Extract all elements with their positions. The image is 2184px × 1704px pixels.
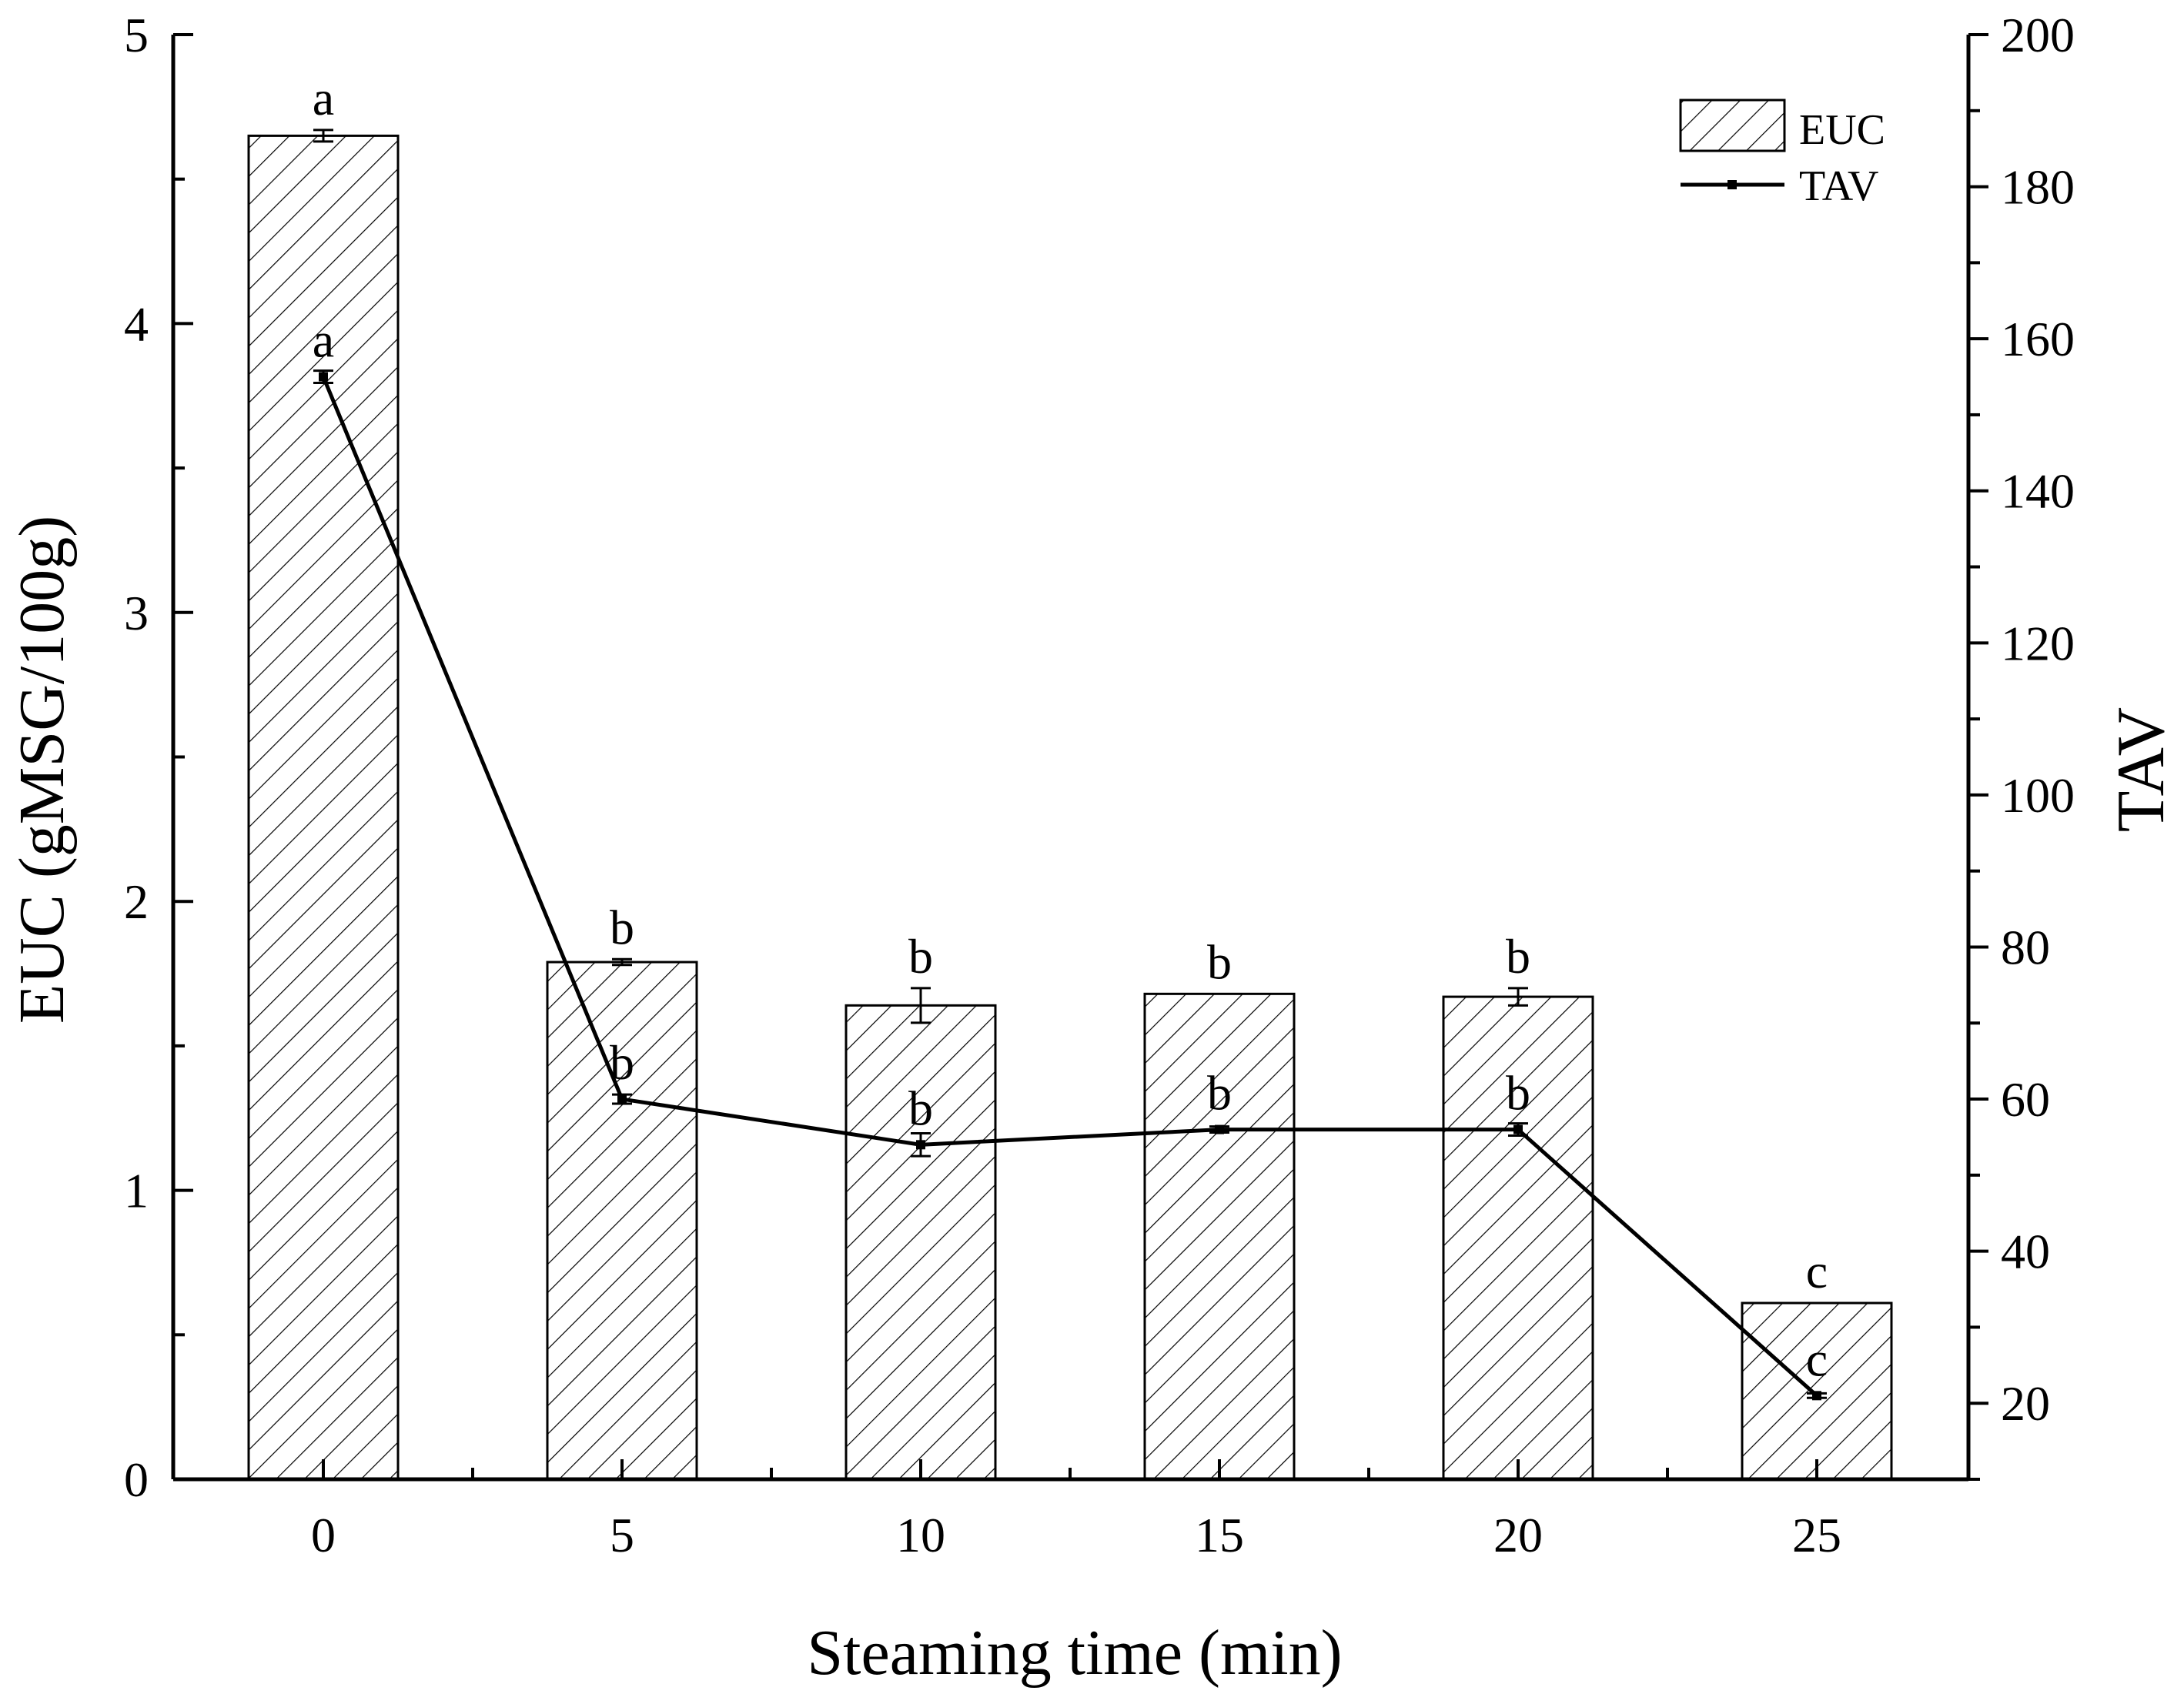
y-tick-label-right: 60 — [2001, 1072, 2050, 1127]
letter-euc-0: a — [313, 71, 334, 125]
x-tick-label: 5 — [610, 1508, 634, 1562]
y-tick-label-left: 3 — [124, 586, 149, 640]
y-axis-title-right: TAV — [2104, 707, 2179, 832]
point-tav-25 — [1812, 1391, 1821, 1401]
y-axis-title-left: EUC (gMSG/100g) — [6, 516, 78, 1024]
y-tick-label-right: 180 — [2001, 160, 2075, 215]
y-tick-label-right: 80 — [2001, 920, 2050, 974]
legend-swatch-euc — [1679, 99, 1786, 152]
y-tick-label-left: 1 — [124, 1164, 149, 1218]
letter-euc-15: b — [1207, 934, 1232, 989]
y-tick-label-right: 20 — [2001, 1376, 2050, 1431]
legend-label-tav: TAV — [1799, 162, 1878, 210]
x-tick-label: 15 — [1195, 1508, 1244, 1562]
line-tav — [321, 376, 1818, 1398]
letter-tav-5: b — [610, 1035, 634, 1090]
letter-tav-15: b — [1207, 1066, 1232, 1121]
y-tick-label-left: 0 — [124, 1452, 149, 1507]
letter-tav-20: b — [1506, 1066, 1530, 1121]
y-tick-label-right: 100 — [2001, 768, 2075, 823]
y-tick-label-right: 40 — [2001, 1225, 2050, 1279]
x-tick-label: 0 — [311, 1508, 336, 1562]
point-tav-20 — [1513, 1124, 1523, 1134]
bar-euc-10 — [845, 1004, 997, 1481]
point-tav-5 — [617, 1094, 627, 1104]
y-tick-label-right: 120 — [2001, 616, 2075, 670]
x-tick-label: 10 — [896, 1508, 945, 1562]
y-tick-label-right: 140 — [2001, 464, 2075, 519]
letter-euc-20: b — [1506, 929, 1530, 984]
letter-tav-10: b — [908, 1081, 933, 1135]
y-tick-label-right: 160 — [2001, 312, 2075, 366]
letter-tav-0: a — [313, 313, 334, 368]
y-tick-label-right: 200 — [2001, 8, 2075, 62]
legend-label-euc: EUC — [1799, 106, 1885, 154]
point-tav-10 — [916, 1140, 925, 1150]
point-tav-15 — [1215, 1124, 1224, 1134]
x-tick-label: 25 — [1792, 1508, 1841, 1562]
x-axis-title: Steaming time (min) — [807, 1617, 1342, 1689]
y-tick-label-left: 2 — [124, 874, 149, 929]
point-tav-0 — [319, 372, 328, 382]
legend: EUC TAV — [1679, 99, 1885, 210]
letter-euc-25: c — [1806, 1244, 1828, 1298]
y-tick-label-left: 4 — [124, 296, 149, 351]
y-tick-label-left: 5 — [124, 8, 149, 62]
legend-marker-tav — [1727, 180, 1737, 189]
x-tick-label: 20 — [1493, 1508, 1543, 1562]
letter-euc-10: b — [908, 929, 933, 984]
bar-euc-0 — [247, 134, 400, 1481]
letter-euc-5: b — [610, 900, 634, 954]
letter-tav-25: c — [1806, 1331, 1828, 1386]
